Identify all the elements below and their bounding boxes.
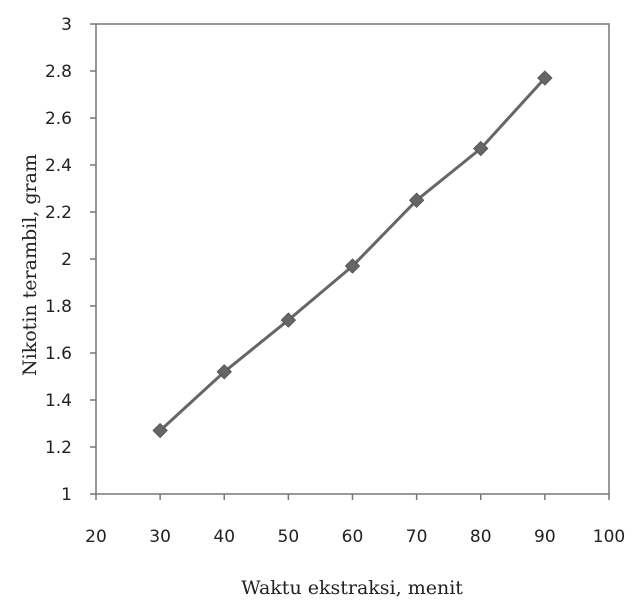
y-tick-label: 1.6 xyxy=(45,344,72,364)
data-point-marker xyxy=(280,312,297,328)
data-point-marker xyxy=(344,258,361,274)
x-tick-label: 50 xyxy=(278,527,300,547)
x-tick-label: 30 xyxy=(149,527,171,547)
x-tick-label: 70 xyxy=(406,527,428,547)
data-point-marker xyxy=(473,140,489,157)
x-axis-title: Waktu ekstraksi, menit xyxy=(241,577,463,599)
series-group xyxy=(152,70,553,439)
y-tick-label: 1.4 xyxy=(45,391,72,411)
y-tick-label: 2.8 xyxy=(45,62,72,82)
data-point-marker xyxy=(537,70,553,86)
y-tick-label: 2.2 xyxy=(45,203,72,223)
data-point-marker xyxy=(216,364,232,380)
y-tick-label: 3 xyxy=(61,15,72,35)
y-tick-label: 1.8 xyxy=(45,297,72,317)
y-tick-label: 2.6 xyxy=(45,109,72,129)
x-tick-label: 20 xyxy=(85,527,107,547)
y-axis: 1 1.2 1.4 1.6 1.8 2 2.2 2.4 2.6 2.8 3 xyxy=(45,15,96,505)
data-point-marker xyxy=(152,422,168,439)
x-axis: 20 30 40 50 60 70 80 90 100 xyxy=(85,494,625,547)
data-point-marker xyxy=(408,192,425,208)
x-tick-label: 60 xyxy=(342,527,364,547)
y-tick-label: 2 xyxy=(61,250,72,270)
x-tick-label: 90 xyxy=(534,527,556,547)
y-tick-label: 1.2 xyxy=(45,438,72,458)
y-axis-title: Nikotin terambil, gram xyxy=(19,154,41,376)
y-tick-label: 2.4 xyxy=(45,156,72,176)
y-tick-label: 1 xyxy=(61,485,72,505)
x-tick-label: 80 xyxy=(470,527,492,547)
x-tick-label: 100 xyxy=(593,527,625,547)
x-tick-label: 40 xyxy=(213,527,235,547)
